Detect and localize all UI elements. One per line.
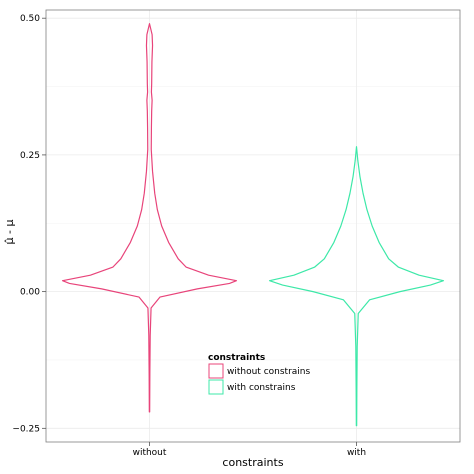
plot-panel-border: [45, 9, 461, 443]
violins: [61, 23, 445, 427]
y-tick-label: 0.50: [20, 14, 40, 24]
y-axis: −0.25 0.00 0.25 0.50: [12, 14, 46, 434]
legend: constraints without constrains with cons…: [208, 353, 310, 395]
x-tick-label: with: [347, 448, 366, 458]
x-tick-label: without: [133, 448, 167, 458]
violin-with: [268, 146, 445, 427]
legend-label-without: without constrains: [227, 367, 310, 377]
x-axis-title: constraints: [222, 456, 283, 469]
y-tick-label: −0.25: [12, 424, 40, 434]
legend-key-with: [208, 379, 224, 395]
legend-label-with: with constrains: [227, 383, 296, 393]
y-tick-label: 0.00: [20, 288, 40, 298]
violin-without: [61, 23, 238, 413]
legend-key-without: [208, 363, 224, 379]
x-axis: without with: [133, 442, 366, 458]
legend-title: constraints: [208, 353, 265, 363]
y-axis-title: μ̂ - μ: [3, 220, 16, 245]
grid: [46, 10, 460, 442]
y-tick-label: 0.25: [20, 151, 40, 161]
